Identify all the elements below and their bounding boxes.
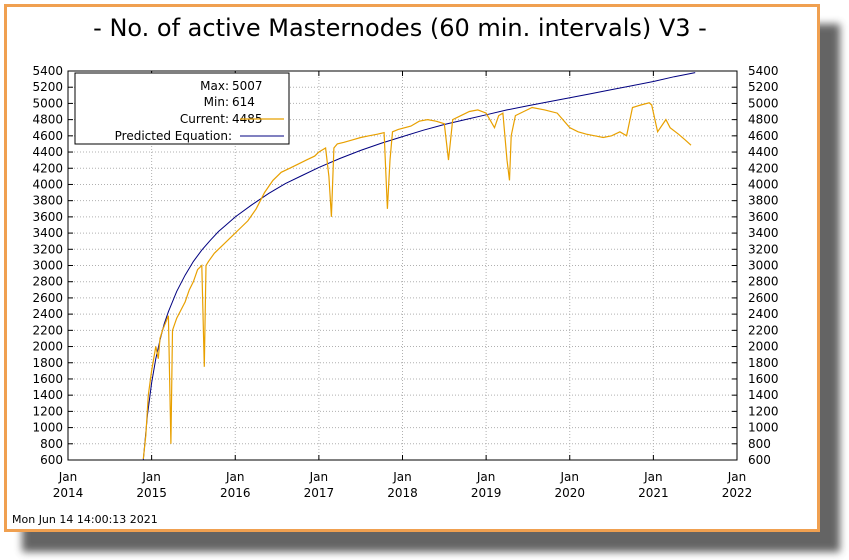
y-tick-label-right: 2200 xyxy=(748,323,779,337)
y-tick-label-right: 3800 xyxy=(748,194,779,208)
x-tick-label-month: Jan xyxy=(392,470,412,484)
y-tick-label-right: 2800 xyxy=(748,275,779,289)
x-tick-label-year: 2015 xyxy=(136,486,167,500)
x-tick-label-month: Jan xyxy=(225,470,245,484)
y-tick-label-left: 4000 xyxy=(32,177,63,191)
x-tick-label-month: Jan xyxy=(727,470,747,484)
y-tick-label-right: 2600 xyxy=(748,291,779,305)
y-tick-label-right: 4000 xyxy=(748,177,779,191)
x-tick-label-year: 2014 xyxy=(53,486,84,500)
current-series-line xyxy=(142,102,692,459)
legend-min-label: Min: xyxy=(204,95,229,109)
y-tick-label-left: 2200 xyxy=(32,323,63,337)
legend-box: Max: 5007 Min: 614 Current: 4485 Predict… xyxy=(74,72,290,145)
x-tick-label-year: 2018 xyxy=(387,486,418,500)
predicted-equation-line xyxy=(142,72,696,461)
y-tick-label-right: 1000 xyxy=(748,421,779,435)
y-tick-label-left: 2000 xyxy=(32,340,63,354)
y-tick-label-right: 2400 xyxy=(748,307,779,321)
x-axis: Jan 2014 Jan 2015 Jan 2016 Jan 2017 Jan 2018 Jan 20… xyxy=(53,470,753,500)
y-tick-label-right: 3000 xyxy=(748,259,779,273)
y-tick-label-right: 5200 xyxy=(748,80,779,94)
y-tick-label-left: 3800 xyxy=(32,194,63,208)
y-tick-label-left: 1800 xyxy=(32,356,63,370)
y-axis-left: 600 800 1000 1200 1400 1600 1800 2000 2200 2400 26… xyxy=(32,64,63,467)
y-tick-label-left: 2400 xyxy=(32,307,63,321)
y-tick-label-left: 4400 xyxy=(32,145,63,159)
y-tick-label-right: 600 xyxy=(748,453,771,467)
x-tick-label-year: 2019 xyxy=(471,486,502,500)
y-tick-label-left: 1200 xyxy=(32,404,63,418)
y-tick-label-left: 800 xyxy=(40,437,63,451)
y-tick-label-left: 5200 xyxy=(32,80,63,94)
y-tick-label-right: 5400 xyxy=(748,64,779,78)
y-tick-label-right: 4800 xyxy=(748,113,779,127)
y-tick-label-right: 3400 xyxy=(748,226,779,240)
x-tick-label-month: Jan xyxy=(309,470,329,484)
y-tick-label-right: 3600 xyxy=(748,210,779,224)
y-tick-label-right: 4200 xyxy=(748,161,779,175)
y-tick-label-left: 1000 xyxy=(32,421,63,435)
y-tick-label-left: 3600 xyxy=(32,210,63,224)
y-tick-label-left: 3200 xyxy=(32,242,63,256)
x-tick-label-year: 2016 xyxy=(220,486,251,500)
y-tick-label-right: 800 xyxy=(748,437,771,451)
y-tick-label-right: 1400 xyxy=(748,388,779,402)
y-tick-label-right: 1600 xyxy=(748,372,779,386)
y-tick-label-right: 3200 xyxy=(748,242,779,256)
y-tick-label-right: 4400 xyxy=(748,145,779,159)
legend-max-value: 5007 xyxy=(232,79,263,93)
legend-predicted-label: Predicted Equation: xyxy=(115,129,232,143)
x-tick-label-month: Jan xyxy=(643,470,663,484)
legend-frame xyxy=(74,72,290,145)
x-tick-label-year: 2020 xyxy=(554,486,585,500)
legend-current-label: Current: xyxy=(180,112,229,126)
legend-max-label: Max: xyxy=(200,79,229,93)
y-tick-label-left: 3400 xyxy=(32,226,63,240)
y-tick-label-left: 2800 xyxy=(32,275,63,289)
y-tick-label-left: 4600 xyxy=(32,129,63,143)
y-tick-label-left: 3000 xyxy=(32,259,63,273)
footer-timestamp: Mon Jun 14 14:00:13 2021 xyxy=(12,513,158,526)
y-axis-right: 600 800 1000 1200 1400 1600 1800 2000 2200 2400 26… xyxy=(748,64,779,467)
y-tick-label-left: 5000 xyxy=(32,96,63,110)
y-tick-label-left: 600 xyxy=(40,453,63,467)
y-tick-label-right: 4600 xyxy=(748,129,779,143)
x-tick-label-month: Jan xyxy=(476,470,496,484)
x-tick-label-month: Jan xyxy=(560,470,580,484)
legend-min-value: 614 xyxy=(232,95,255,109)
y-tick-label-right: 1800 xyxy=(748,356,779,370)
chart-title: - No. of active Masternodes (60 min. int… xyxy=(93,14,707,42)
y-tick-label-left: 1400 xyxy=(32,388,63,402)
y-tick-label-left: 2600 xyxy=(32,291,63,305)
y-tick-label-right: 5000 xyxy=(748,96,779,110)
y-tick-label-right: 1200 xyxy=(748,404,779,418)
y-tick-label-left: 5400 xyxy=(32,64,63,78)
x-tick-label-month: Jan xyxy=(58,470,78,484)
x-tick-label-year: 2021 xyxy=(638,486,669,500)
x-tick-label-year: 2017 xyxy=(304,486,335,500)
x-tick-label-month: Jan xyxy=(141,470,161,484)
plot-frame xyxy=(67,70,738,461)
y-tick-label-left: 4800 xyxy=(32,113,63,127)
x-tick-label-year: 2022 xyxy=(722,486,753,500)
y-tick-label-left: 4200 xyxy=(32,161,63,175)
y-tick-label-right: 2000 xyxy=(748,340,779,354)
y-tick-label-left: 1600 xyxy=(32,372,63,386)
